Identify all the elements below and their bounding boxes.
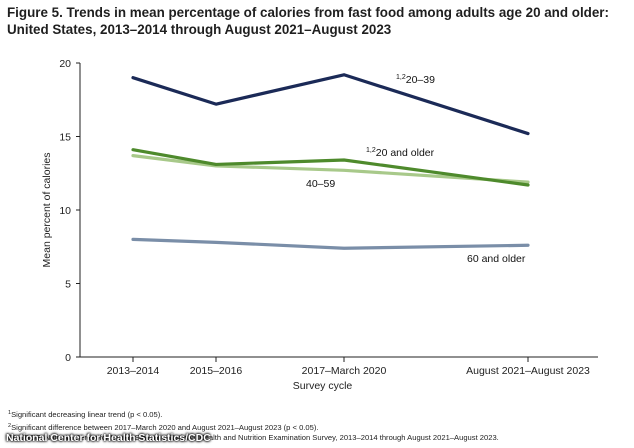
y-tick-label: 20 <box>59 58 71 70</box>
chart-axes: 0 5 10 15 20 2013–2014 2015–2016 2017–March 202… <box>59 58 598 377</box>
series-line-20-39 <box>131 73 530 136</box>
chart-series-labels: 1,220–39 1,220 and older 40–59 60 and older <box>306 74 526 265</box>
x-tick-label: 2015–2016 <box>190 365 243 377</box>
line-chart: 0 5 10 15 20 2013–2014 2015–2016 2017–March 202… <box>41 58 598 392</box>
series-label-40-59: 40–59 <box>306 178 335 190</box>
x-axis-label: Survey cycle <box>293 380 353 392</box>
y-tick-label: 15 <box>59 132 71 144</box>
series-label-20-39: 1,220–39 <box>396 74 435 86</box>
footnotes: 1Significant decreasing linear trend (p … <box>8 408 628 444</box>
footnote-source: SOURCE: National Center for Health Stati… <box>8 433 499 442</box>
figure-title-line1: Figure 5. Trends in mean percentage of c… <box>7 5 609 20</box>
series-label-20-and-older: 1,220 and older <box>366 147 435 159</box>
y-tick-label: 10 <box>59 205 71 217</box>
y-tick-label: 5 <box>65 279 71 291</box>
x-tick-label: 2017–March 2020 <box>302 365 387 377</box>
footnote-1: 1Significant decreasing linear trend (p … <box>8 410 163 419</box>
y-axis-label: Mean percent of calories <box>41 153 53 268</box>
series-label-60-and-older: 60 and older <box>467 253 526 265</box>
x-tick-label: August 2021–August 2023 <box>466 365 590 377</box>
x-tick-label: 2013–2014 <box>107 365 160 377</box>
series-line-60-and-older <box>131 237 530 250</box>
watermark: National Center for Health Statistics/CD… <box>6 432 211 444</box>
footnote-2: 2Significant difference between 2017–Mar… <box>8 422 319 432</box>
chart-series <box>131 73 530 250</box>
figure-title-line2: United States, 2013–2014 through August … <box>7 22 392 37</box>
series-line-20-and-older <box>131 148 530 187</box>
series-line-40-59 <box>131 154 530 184</box>
figure-title: Figure 5. Trends in mean percentage of c… <box>7 4 627 38</box>
y-tick-label: 0 <box>65 352 71 364</box>
